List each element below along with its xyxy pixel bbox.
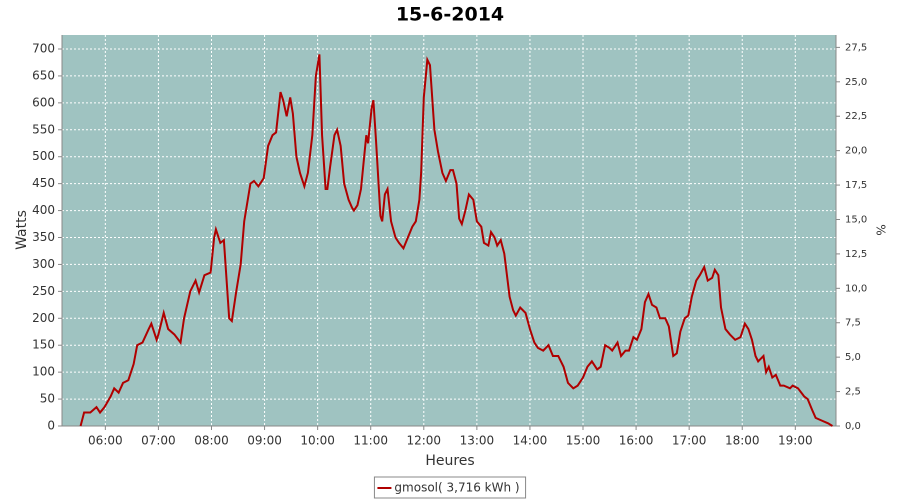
y-tick-label: 200 (32, 311, 55, 325)
y2-tick-label: 20,0 (845, 146, 867, 157)
x-tick-label: 19:00 (778, 434, 813, 448)
y-tick-label: 550 (32, 122, 55, 136)
plot-area (62, 35, 836, 426)
x-tick-label: 07:00 (141, 434, 176, 448)
y2-axis-label: % (874, 224, 888, 235)
y-tick-label: 400 (32, 203, 55, 217)
y2-tick-label: 22,5 (845, 111, 867, 122)
y-tick-label: 700 (32, 42, 55, 56)
x-axis-label: Heures (425, 453, 474, 469)
y-tick-label: 300 (32, 257, 55, 271)
y2-tick-label: 17,5 (845, 180, 867, 191)
legend: gmosol( 3,716 kWh ) (373, 476, 527, 499)
y2-tick-label: 7,5 (845, 318, 861, 329)
y-axis-label: Watts (14, 210, 30, 250)
legend-label: gmosol( 3,716 kWh ) (394, 481, 519, 495)
x-tick-label: 11:00 (353, 434, 388, 448)
y-tick-label: 450 (32, 176, 55, 190)
y-tick-label: 500 (32, 149, 55, 163)
x-tick-label: 08:00 (194, 434, 229, 448)
x-tick-label: 13:00 (460, 434, 495, 448)
x-tick-label: 06:00 (88, 434, 123, 448)
y-tick-label: 150 (32, 338, 55, 352)
x-tick-label: 09:00 (247, 434, 282, 448)
y-tick-label: 100 (32, 365, 55, 379)
legend-box (373, 476, 527, 499)
x-tick-label: 12:00 (406, 434, 441, 448)
x-tick-label: 16:00 (619, 434, 654, 448)
y-tick-label: 250 (32, 284, 55, 298)
x-tick-label: 18:00 (725, 434, 760, 448)
y-tick-label: 350 (32, 230, 55, 244)
y2-tick-label: 27,5 (845, 42, 867, 53)
y2-tick-label: 15,0 (845, 214, 867, 225)
x-tick-label: 17:00 (672, 434, 707, 448)
y2-tick-label: 5,0 (845, 352, 861, 363)
x-tick-label: 10:00 (300, 434, 335, 448)
y2-tick-label: 0,0 (845, 421, 861, 432)
chart-title: 15-6-2014 (396, 4, 504, 26)
y2-tick-label: 12,5 (845, 249, 867, 260)
series-line (79, 54, 833, 427)
y2-tick-label: 10,0 (845, 283, 867, 294)
y2-tick-label: 25,0 (845, 77, 867, 88)
x-tick-label: 14:00 (513, 434, 548, 448)
y-tick-label: 600 (32, 95, 55, 109)
y2-tick-label: 2,5 (845, 387, 861, 398)
y-tick-label: 50 (40, 392, 55, 406)
y-tick-label: 0 (47, 419, 55, 433)
y-tick-label: 650 (32, 68, 55, 82)
x-tick-label: 15:00 (566, 434, 601, 448)
